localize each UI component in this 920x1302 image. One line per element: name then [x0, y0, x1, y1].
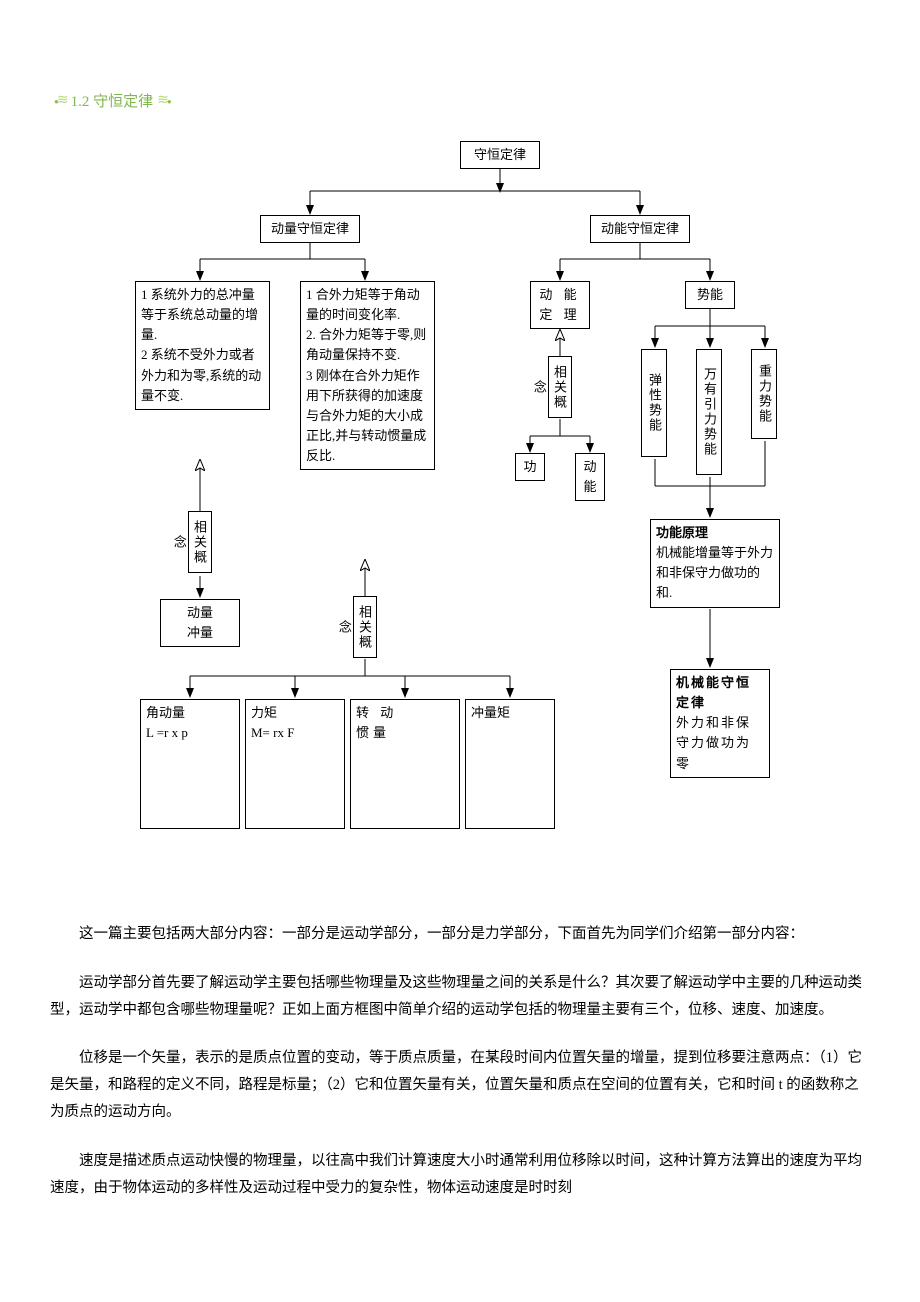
node-rel2: 相关概念: [353, 596, 377, 658]
node-momentum-impulse: 动量 冲量: [160, 599, 240, 647]
node-mech-cons-title: 机械能守恒定律: [676, 675, 751, 710]
node-work-energy-title: 功能原理: [656, 525, 708, 540]
node-torque: 力矩 M= rx F: [245, 699, 345, 829]
node-mech-cons: 机械能守恒定律 外力和非保守力做功为零: [670, 669, 770, 778]
node-pe: 势能: [685, 281, 735, 309]
paragraph-1: 这一篇主要包括两大部分内容：一部分是运动学部分，一部分是力学部分，下面首先为同学…: [50, 921, 870, 948]
node-momentum-laws: 1 系统外力的总冲量等于系统总动量的增量. 2 系统不受外力或者外力和为零,系统…: [135, 281, 270, 410]
node-ke-theorem: 动 能 定 理: [530, 281, 590, 329]
section-title: 1.2 守恒定律: [50, 90, 870, 111]
node-grav-pe: 万有引力势能: [696, 349, 722, 475]
node-angular-momentum: 角动量 L =r x p: [140, 699, 240, 829]
node-root: 守恒定律: [460, 141, 540, 169]
node-left-branch: 动量守恒定律: [260, 215, 360, 243]
node-rel3: 相关概念: [548, 356, 572, 418]
title-text: 1.2 守恒定律: [71, 90, 154, 111]
ornament-right-icon: [157, 92, 170, 109]
node-elastic-pe: 弹性势能: [641, 349, 667, 457]
ornament-left-icon: [54, 92, 67, 109]
node-mech-cons-body: 外力和非保守力做功为零: [676, 715, 751, 770]
node-right-branch: 动能守恒定律: [590, 215, 690, 243]
node-weight-pe: 重力势能: [751, 349, 777, 439]
node-rel1: 相关概念: [188, 511, 212, 573]
paragraph-3: 位移是一个矢量，表示的是质点位置的变动，等于质点质量，在某段时间内位置矢量的增量…: [50, 1045, 870, 1125]
node-ke: 动 能: [575, 453, 605, 501]
node-angular-laws: 1 合外力矩等于角动量的时间变化率. 2. 合外力矩等于零,则角动量保持不变. …: [300, 281, 435, 470]
node-work: 功: [515, 453, 545, 481]
body-text: 这一篇主要包括两大部分内容：一部分是运动学部分，一部分是力学部分，下面首先为同学…: [50, 921, 870, 1202]
paragraph-2: 运动学部分首先要了解运动学主要包括哪些物理量及这些物理量之间的关系是什么？其次要…: [50, 970, 870, 1024]
node-rot-inertia: 转 动 惯量: [350, 699, 460, 829]
flowchart: 守恒定律 动量守恒定律 动能守恒定律 1 系统外力的总冲量等于系统总动量的增量.…: [110, 141, 810, 881]
paragraph-4: 速度是描述质点运动快慢的物理量，以往高中我们计算速度大小时通常利用位移除以时间，…: [50, 1148, 870, 1202]
node-impulse-torque: 冲量矩: [465, 699, 555, 829]
node-work-energy-body: 机械能增量等于外力和非保守力做功的和.: [656, 545, 773, 600]
node-work-energy: 功能原理 机械能增量等于外力和非保守力做功的和.: [650, 519, 780, 608]
